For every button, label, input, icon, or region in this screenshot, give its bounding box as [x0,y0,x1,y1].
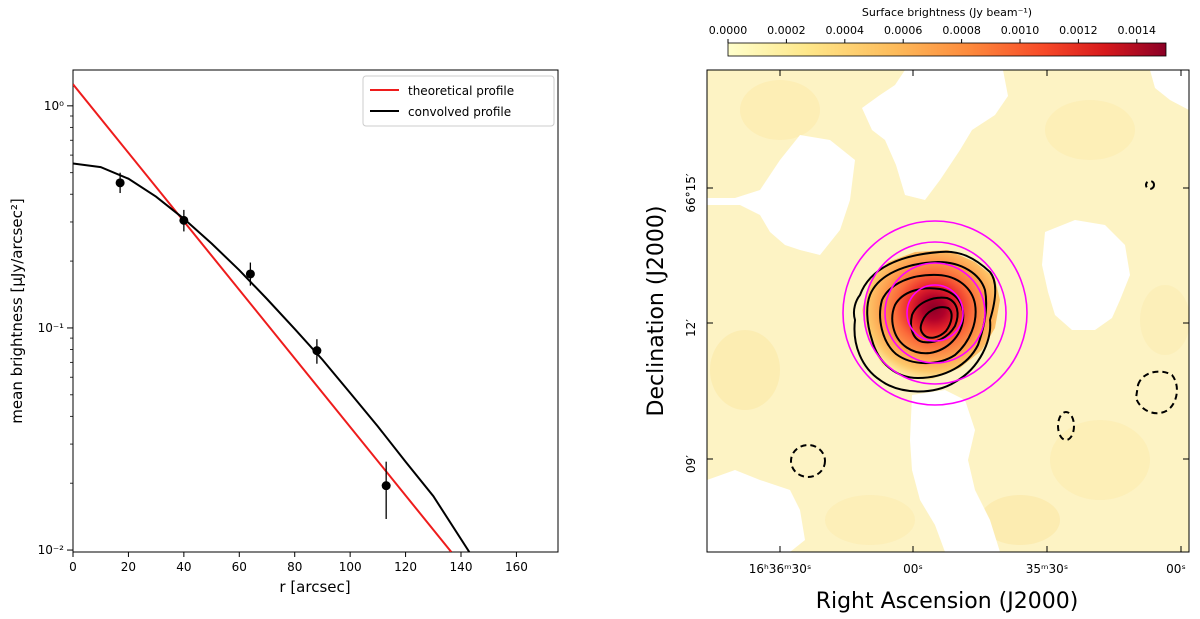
data-points [115,172,391,519]
contour-level-6 [919,306,953,339]
noise-blob [740,80,820,140]
masked-region [910,390,1000,552]
map-image [707,70,1189,552]
masked-region [1150,70,1189,110]
data-point [245,269,255,279]
dec-tick-label: 09′ [684,455,698,473]
convolved-profile-line [73,162,471,552]
y-axis-title: mean brightness [μJy/arcsec²] [8,198,26,423]
noise-blob [825,495,915,545]
x-axis: 0 20 40 60 80 100 120 140 160 [69,552,528,574]
data-point [179,215,189,225]
masked-region [862,70,1008,200]
aperture-ring [863,241,1007,385]
legend: theoretical profile convolved profile [362,75,555,127]
map-tick-marks [707,70,1189,552]
source-emission [862,250,1000,380]
ra-tick-label: 00ˢ [1166,562,1186,576]
series-layer [73,83,471,552]
ra-tick-label: 16ʰ36ᵐ30ˢ [749,562,812,576]
legend-box [362,75,555,127]
noise-blob [1050,420,1150,500]
aperture-ring [884,262,986,364]
contour-level-3 [879,273,977,365]
noise-blob [1045,100,1135,160]
negative-contours [790,180,1178,478]
y-tick-label: 10⁻² [38,543,65,557]
map-frame [706,69,1190,553]
aperture-ring [842,220,1028,406]
colorbar-tick-label: 0.0010 [1001,24,1040,37]
x-axis-title: r [arcsec] [279,578,350,596]
negative-contour [790,444,826,478]
y-tick-label: 10⁰ [44,99,64,113]
contour-level-4 [891,287,965,355]
profile-plot: 0 20 40 60 80 100 120 140 160 10⁰ 10⁻¹ 10⁻² r [arc… [8,69,559,596]
legend-label-convolved: convolved profile [408,105,511,119]
y-axis: 10⁰ 10⁻¹ 10⁻² [38,99,73,557]
dec-tick-label: 12′ [684,319,698,337]
negative-contour [1134,370,1178,415]
colorbar-tick-label: 0.0006 [884,24,923,37]
x-tick-label: 60 [232,560,247,574]
colorbar-tick-label: 0.0000 [709,24,748,37]
ra-tick-label: 35ᵐ30ˢ [1026,562,1069,576]
colorbar-label: Surface brightness (Jy beam⁻¹) [862,6,1032,19]
masked-region [707,470,805,552]
colorbar-tick-label: 0.0014 [1118,24,1157,37]
masked-region [1042,220,1130,330]
noise-blob [1140,285,1189,355]
theoretical-profile-line [73,83,453,552]
apertures [842,220,1028,406]
x-tick-label: 0 [69,560,77,574]
noise-blob [980,495,1060,545]
x-tick-label: 80 [287,560,302,574]
x-tick-label: 40 [176,560,191,574]
surface-brightness-map: Surface brightness (Jy beam⁻¹) 0.0000 0.0… [644,6,1190,614]
y-tick-label: 10⁻¹ [38,321,65,335]
colorbar-ticks: 0.0000 0.0002 0.0004 0.0006 0.0008 0.0010 0.00… [709,24,1156,43]
plot-frame [72,69,559,553]
noise-blob [710,330,780,410]
colorbar-tick-label: 0.0004 [826,24,865,37]
dec-tick-label: 66°15′ [684,173,698,213]
negative-contour [1057,411,1075,441]
legend-label-theoretical: theoretical profile [408,84,514,98]
colorbar [727,42,1167,57]
dec-axis-title: Declination (J2000) [644,206,669,417]
negative-contour [1145,180,1155,190]
masked-region [707,135,855,255]
data-point [115,178,125,188]
x-tick-label: 160 [505,560,528,574]
data-point [312,346,322,356]
x-tick-label: 120 [394,560,417,574]
ra-tick-label: 00ˢ [903,562,923,576]
aperture-ring [906,284,964,342]
x-tick-label: 140 [450,560,473,574]
x-tick-label: 100 [339,560,362,574]
colorbar-tick-label: 0.0008 [942,24,981,37]
data-point [381,481,391,491]
ra-axis-title: Right Ascension (J2000) [816,589,1079,614]
contour-level-1 [852,250,997,393]
colorbar-tick-label: 0.0012 [1059,24,1098,37]
colorbar-tick-label: 0.0002 [767,24,806,37]
x-tick-label: 20 [121,560,136,574]
contour-level-5 [910,296,959,344]
